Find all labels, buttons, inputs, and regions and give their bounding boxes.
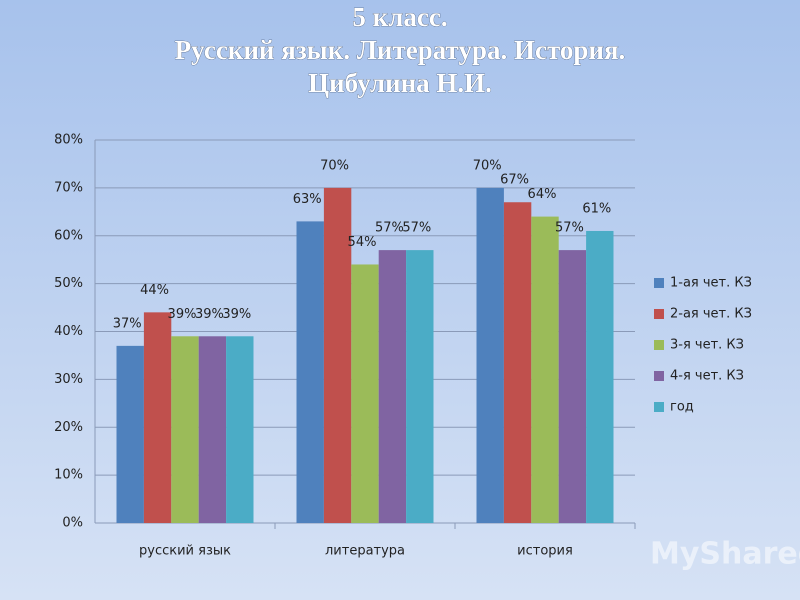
x-tick-label: литература (325, 544, 405, 559)
legend-swatch (654, 309, 664, 319)
bar (171, 336, 199, 523)
x-tick-label: русский язык (139, 544, 231, 559)
chart-title: Русский язык. Литература. История. (175, 35, 626, 65)
data-label: 57% (402, 221, 431, 236)
data-label: 57% (375, 221, 404, 236)
y-tick-label: 50% (54, 276, 83, 291)
bar (531, 216, 559, 523)
data-label: 37% (113, 316, 142, 331)
chart-title: Цибулина Н.И. (308, 68, 492, 98)
bar (378, 250, 407, 524)
legend-label: 3-я чет. КЗ (670, 338, 744, 353)
bar (406, 250, 434, 524)
bar (143, 312, 172, 523)
legend-swatch (654, 340, 664, 350)
data-label: 39% (168, 307, 197, 322)
data-label: 39% (222, 307, 251, 322)
data-label: 54% (348, 235, 377, 250)
y-tick-label: 30% (54, 372, 83, 387)
data-label: 63% (293, 192, 322, 207)
y-tick-label: 10% (54, 468, 83, 483)
data-label: 70% (473, 158, 502, 173)
legend-label: 1-ая чет. КЗ (670, 276, 752, 291)
legend-swatch (654, 402, 664, 412)
data-label: 67% (500, 173, 529, 188)
bar (351, 264, 379, 523)
bar (558, 250, 587, 524)
chart-title: 5 класс. (352, 2, 447, 32)
bar (116, 345, 144, 523)
bar (476, 187, 504, 523)
y-tick-label: 20% (54, 420, 83, 435)
data-label: 39% (195, 307, 224, 322)
data-label: 44% (140, 283, 169, 298)
y-tick-label: 70% (54, 180, 83, 195)
data-label: 57% (555, 221, 584, 236)
data-label: 64% (528, 187, 557, 202)
watermark: MyShared (650, 537, 800, 572)
legend-swatch (654, 371, 664, 381)
y-tick-label: 40% (54, 324, 83, 339)
legend-label: год (670, 400, 694, 415)
legend-label: 4-я чет. КЗ (670, 369, 744, 384)
y-tick-label: 80% (54, 133, 83, 148)
data-label: 61% (582, 201, 611, 216)
legend-swatch (654, 278, 664, 288)
bar (198, 336, 227, 523)
legend-label: 2-ая чет. КЗ (670, 307, 752, 322)
y-tick-label: 0% (62, 516, 83, 531)
bar (296, 221, 324, 523)
bar (586, 230, 614, 523)
bar (503, 202, 532, 524)
data-label: 70% (320, 158, 349, 173)
x-tick-label: история (517, 544, 573, 559)
y-tick-label: 60% (54, 228, 83, 243)
bar (226, 336, 254, 523)
bar (323, 187, 352, 523)
